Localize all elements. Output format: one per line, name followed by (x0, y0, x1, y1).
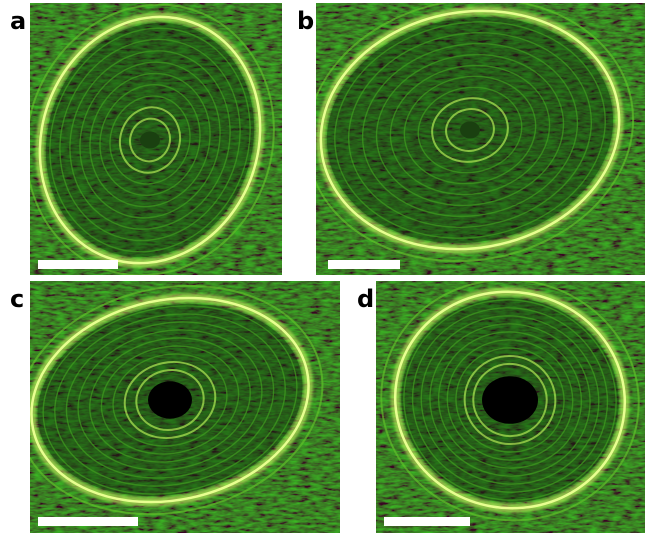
haversian-canal (482, 376, 538, 424)
haversian-canal (140, 132, 160, 149)
panel-label: c (10, 285, 24, 313)
micrograph (362, 259, 645, 535)
panel-label: b (297, 7, 314, 35)
haversian-canal (460, 122, 480, 139)
scale-bar (384, 517, 470, 526)
scale-bar (38, 517, 138, 526)
micrograph (0, 258, 344, 535)
scale-bar (328, 260, 400, 269)
figure: a b c d (0, 0, 645, 535)
panel-label: a (10, 7, 26, 35)
haversian-canal (148, 381, 192, 418)
scale-bar (38, 260, 118, 269)
panel-label: d (357, 285, 374, 313)
page: abcd (() => { const data = JSON.parse(do… (0, 0, 645, 535)
micrograph (286, 0, 645, 287)
